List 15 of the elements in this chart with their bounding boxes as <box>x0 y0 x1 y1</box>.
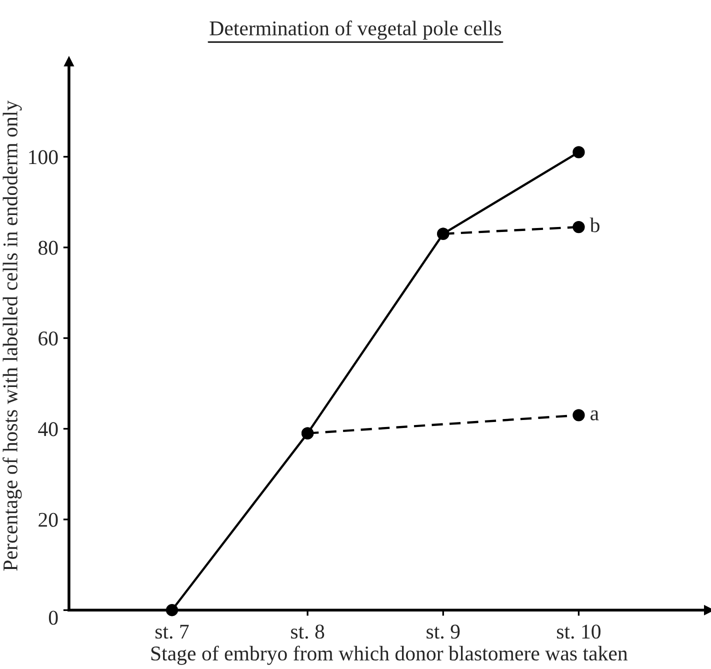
annotation: a <box>590 410 599 420</box>
y-tick-label: 60 <box>38 331 58 346</box>
y-tick-label: 0 <box>48 610 58 625</box>
y-axis-title: Percentage of hosts with labelled cells in endoderm only <box>2 100 22 571</box>
chart-title: Determination of vegetal pole cells <box>210 20 502 40</box>
x-tick-label: st. 9 <box>426 624 460 639</box>
x-tick-label: st. 10 <box>557 624 600 639</box>
y-tick-label: 100 <box>29 150 58 164</box>
y-tick-label: 40 <box>38 422 58 436</box>
annotation: b <box>590 218 600 232</box>
x-tick-label: st. 8 <box>291 624 324 639</box>
x-axis-title: Stage of embryo from which donor blastomere was taken <box>151 646 628 665</box>
x-tick-label: st. 7 <box>155 624 189 639</box>
y-tick-label: 20 <box>38 512 58 527</box>
y-tick-label: 80 <box>38 240 58 255</box>
